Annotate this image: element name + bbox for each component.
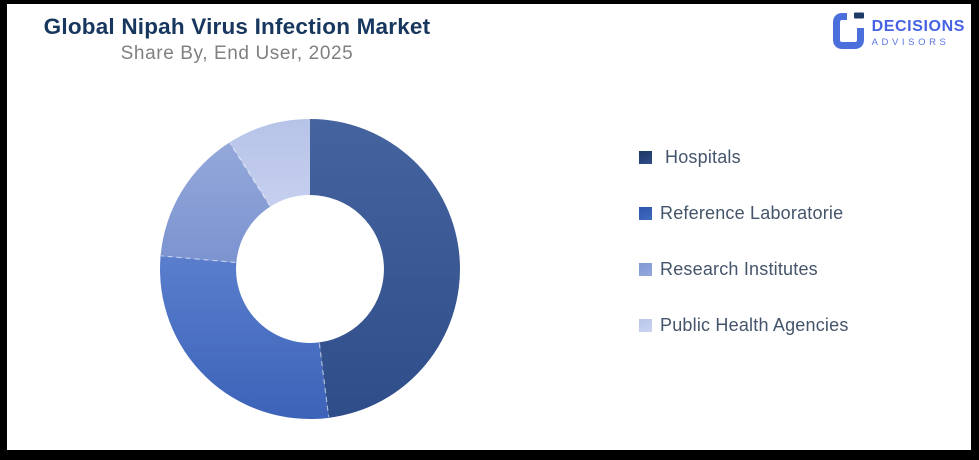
legend-label-research-institutes: Research Institutes xyxy=(660,259,818,279)
donut-chart-svg xyxy=(160,119,461,419)
donut-slice-reference-laboratorie xyxy=(160,255,329,419)
logo-brand-tagline: ADVISORS xyxy=(871,37,950,48)
chart-header: Global Nipah Virus Infection Market Shar… xyxy=(11,13,463,66)
slice-separator xyxy=(161,255,236,264)
donut-slice-public-health-agencies xyxy=(229,119,310,207)
slice-separator xyxy=(229,142,271,207)
donut-slice-research-institutes xyxy=(160,142,271,263)
chart-subtitle: Share By, End User, 2025 xyxy=(120,43,354,64)
logo-text: DECISIONS ADVISORS xyxy=(872,18,965,49)
legend-swatch-public-health-agencies xyxy=(639,319,652,332)
legend-label-hospitals: Hospitals xyxy=(665,147,741,167)
slice-separator xyxy=(318,343,330,417)
donut-slice-hospitals xyxy=(310,119,461,418)
legend-label-public-health-agencies: Public Health Agencies xyxy=(660,315,849,335)
legend-swatch-reference-laboratorie xyxy=(639,207,652,220)
legend-item-hospitals: Hospitals xyxy=(639,145,849,170)
chart-title: Global Nipah Virus Infection Market xyxy=(43,14,431,39)
legend-item-reference-laboratorie: Reference Laboratorie xyxy=(639,201,849,226)
legend-label-reference-laboratorie: Reference Laboratorie xyxy=(660,203,844,223)
legend-item-research-institutes: Research Institutes xyxy=(639,257,849,282)
logo-brand-name: DECISIONS xyxy=(871,18,965,35)
legend-swatch-hospitals xyxy=(639,151,652,164)
chart-legend: Hospitals Reference Laboratorie Research… xyxy=(639,145,849,338)
decisions-advisors-logo-icon xyxy=(832,12,866,55)
legend-item-public-health-agencies: Public Health Agencies xyxy=(639,313,849,338)
legend-swatch-research-institutes xyxy=(639,263,652,276)
company-logo: DECISIONS ADVISORS xyxy=(832,12,965,55)
donut-chart xyxy=(145,104,475,434)
